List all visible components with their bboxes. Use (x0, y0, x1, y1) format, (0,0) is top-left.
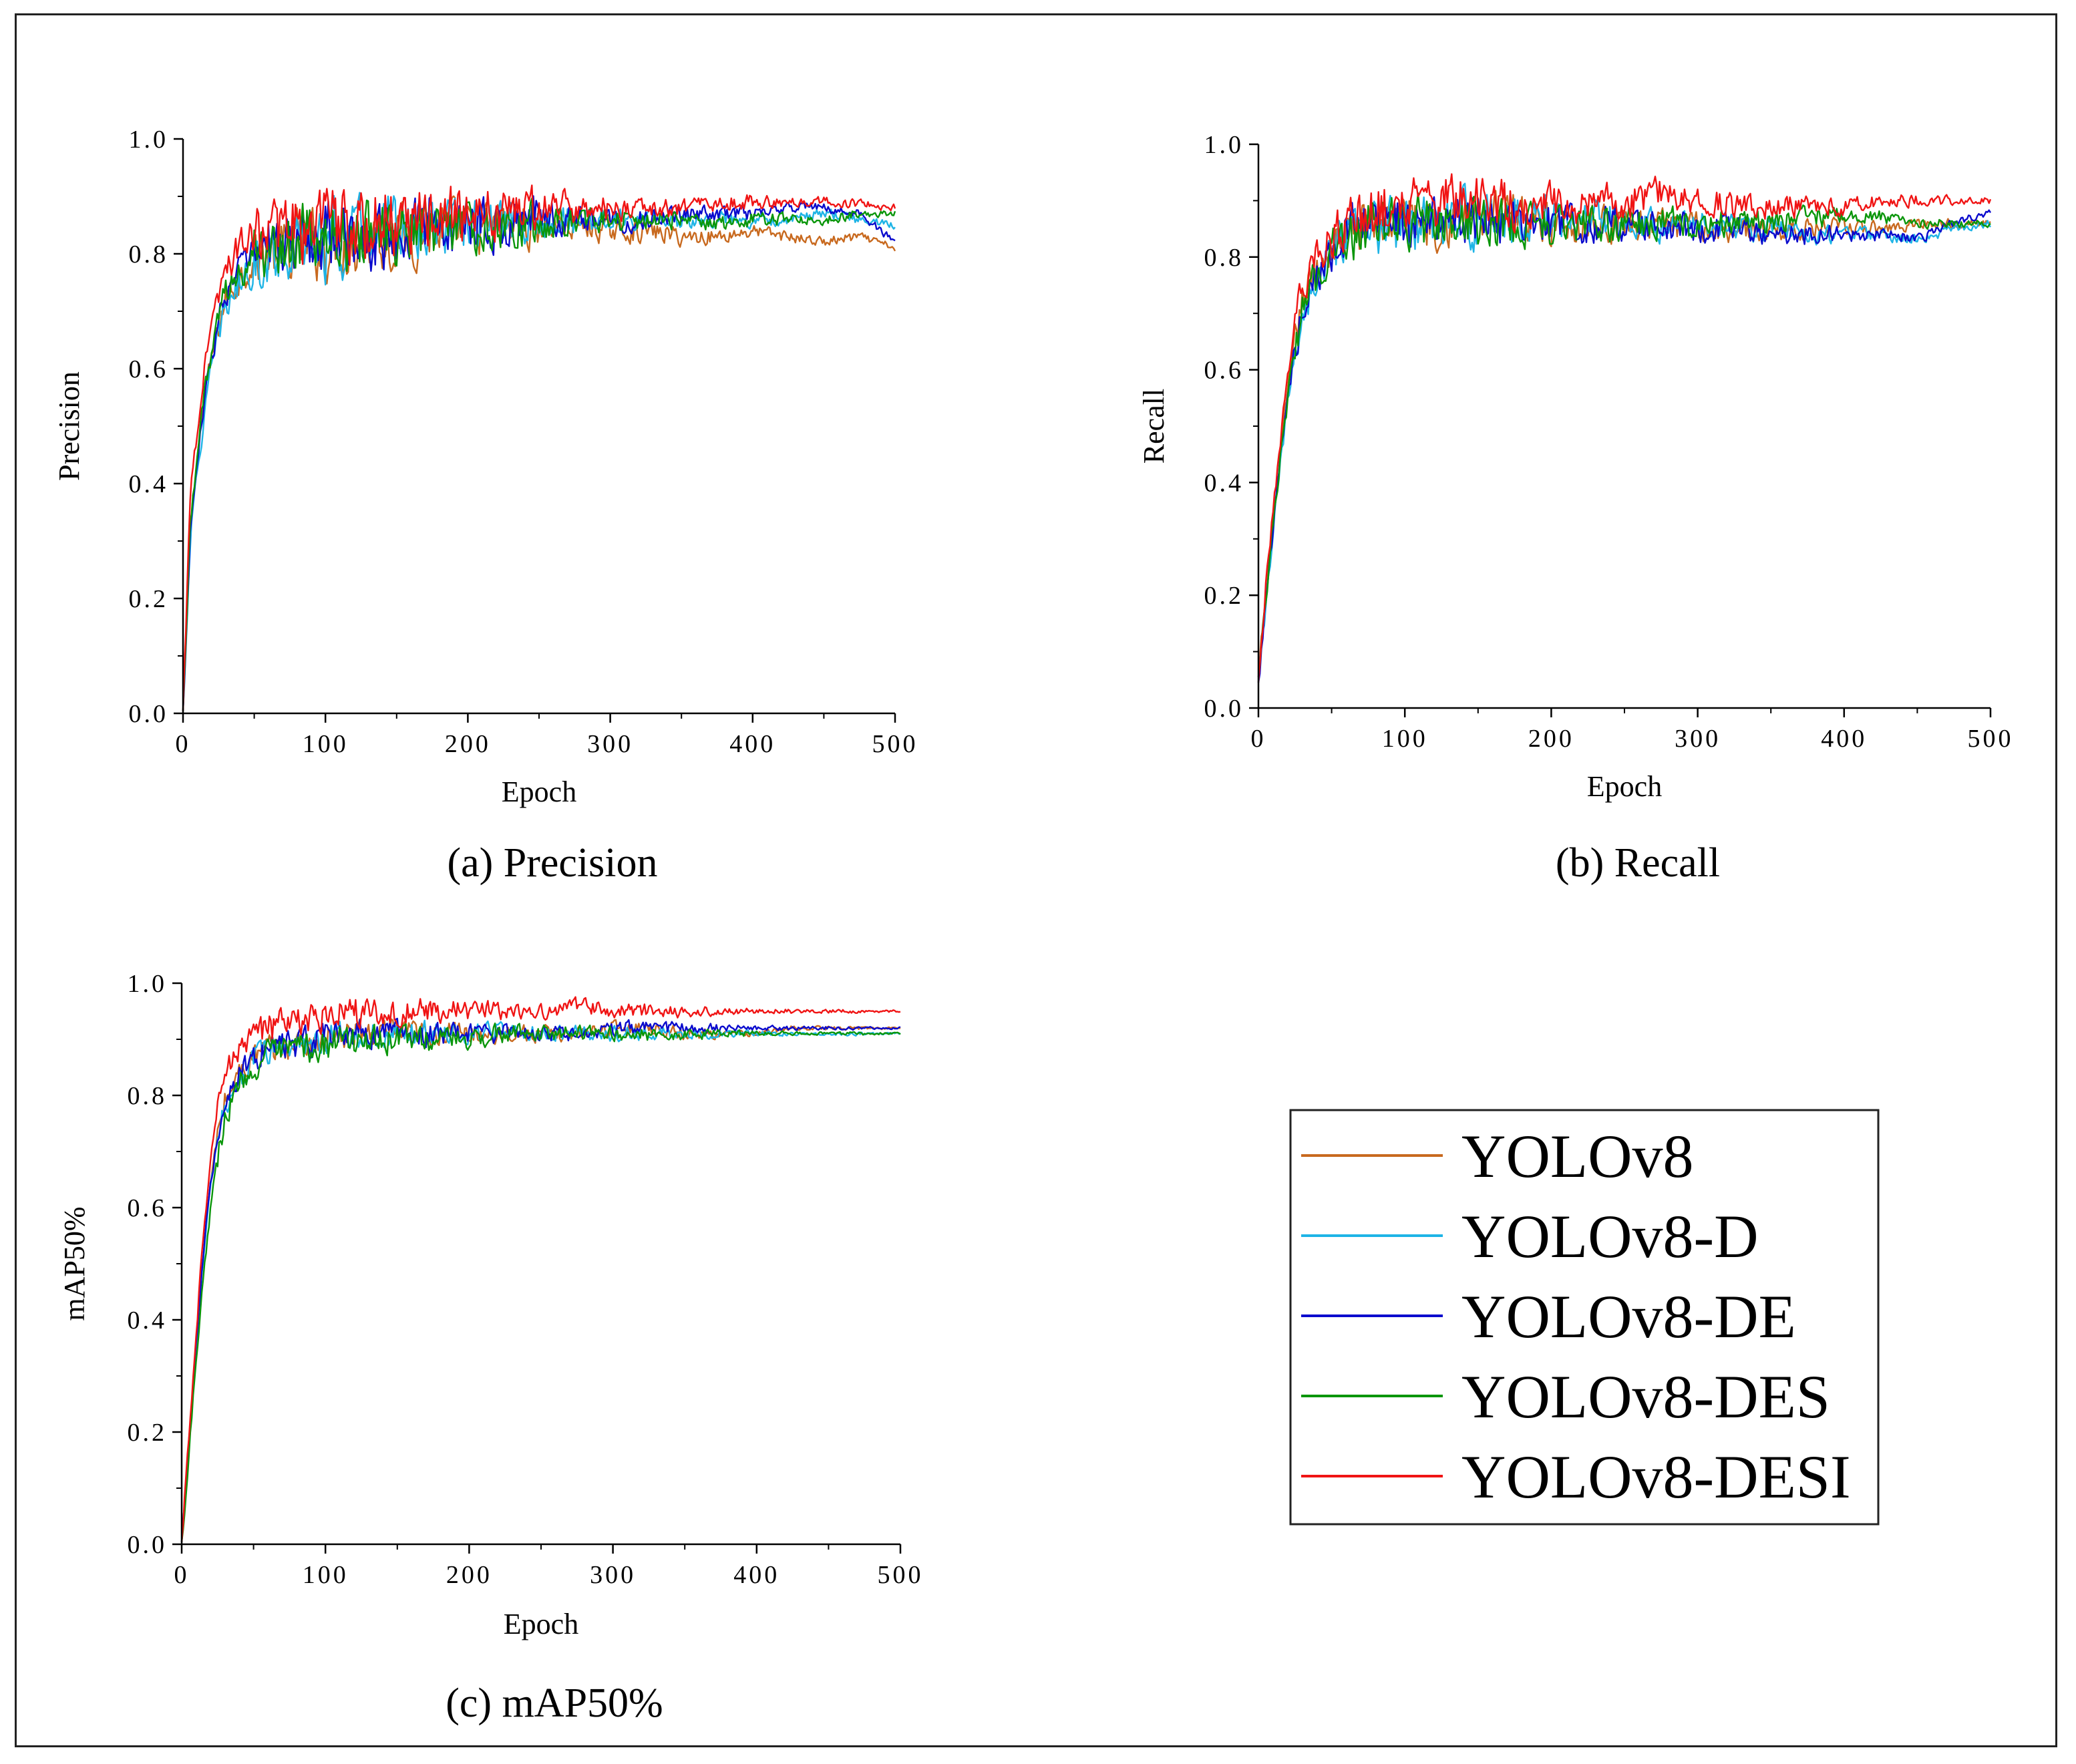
recall-y-tick-label: 0.2 (1204, 582, 1244, 610)
precision-x-tick-label: 400 (729, 730, 775, 758)
map50-series-yolov8-des (180, 1022, 901, 1542)
precision-x-tick-label: 300 (587, 730, 633, 758)
recall-y-tick-label: 0.8 (1204, 244, 1244, 272)
precision-panel: 0.0 0.2 0.4 0.6 0.8 1.0 0 100 200 300 400 500 Epoch P… (53, 126, 918, 886)
map50-y-tick-label: 0.2 (128, 1419, 168, 1447)
map50-series-yolov8 (180, 1018, 901, 1542)
recall-y-tick-label: 1.0 (1204, 131, 1244, 159)
map50-x-tick-label: 100 (303, 1561, 349, 1589)
map50-series-yolov8-desi (180, 996, 901, 1542)
map50-y-tick-label: 0.4 (128, 1306, 168, 1335)
legend-label-yolov8-de: YOLOv8-DE (1461, 1282, 1796, 1351)
recall-x-tick-label: 200 (1528, 725, 1574, 753)
recall-y-tick-label: 0.4 (1204, 469, 1244, 497)
map50-x-tick-label: 200 (446, 1561, 492, 1589)
map50-y-tick-label: 0.6 (128, 1194, 168, 1222)
map50-y-axis-label: mAP50% (58, 1206, 91, 1320)
map50-x-tick-label: 400 (733, 1561, 780, 1589)
precision-y-tick-label: 0.0 (129, 700, 169, 728)
legend: YOLOv8 YOLOv8-D YOLOv8-DE YOLOv8-DES YOL… (1289, 1109, 1880, 1526)
precision-y-tick-label: 0.8 (129, 240, 169, 269)
precision-x-tick-label: 0 (176, 730, 191, 758)
precision-x-tick-label: 100 (303, 730, 349, 758)
legend-label-yolov8: YOLOv8 (1461, 1122, 1694, 1190)
legend-label-yolov8-des: YOLOv8-DES (1461, 1363, 1830, 1431)
recall-y-tick-label: 0.0 (1204, 695, 1244, 723)
map50-x-tick-label: 300 (590, 1561, 636, 1589)
map50-x-tick-label: 500 (878, 1561, 924, 1589)
recall-y-axis-label: Recall (1138, 389, 1170, 464)
recall-series-yolov8-des (1257, 192, 1991, 677)
recall-x-axis-label: Epoch (1587, 770, 1662, 803)
precision-x-tick-label: 200 (445, 730, 491, 758)
map50-panel: 0.0 0.2 0.4 0.6 0.8 1.0 0 100 200 300 400 500 Epoch m… (58, 970, 924, 1726)
recall-x-tick-label: 0 (1251, 725, 1266, 753)
precision-y-tick-label: 0.4 (129, 470, 169, 498)
precision-series-yolov8-desi (182, 184, 896, 711)
recall-y-tick-label: 0.6 (1204, 357, 1244, 385)
recall-x-tick-label: 100 (1382, 725, 1428, 753)
recall-series-yolov8 (1257, 190, 1991, 677)
recall-caption: (b) Recall (1556, 840, 1720, 886)
precision-caption: (a) Precision (447, 840, 657, 886)
map50-x-axis-label: Epoch (504, 1608, 578, 1640)
recall-panel: 0.0 0.2 0.4 0.6 0.8 1.0 0 100 200 300 400 500 Epoch R… (1138, 131, 2014, 886)
map50-series-yolov8-d (180, 1019, 901, 1542)
recall-series-yolov8-de (1257, 196, 1992, 683)
map50-x-tick-label: 0 (174, 1561, 190, 1589)
precision-series-yolov8-des (182, 196, 896, 711)
precision-series-yolov8-d (182, 192, 896, 711)
recall-series-yolov8-d (1257, 182, 1991, 683)
recall-x-tick-label: 400 (1821, 725, 1867, 753)
precision-y-tick-label: 0.2 (129, 585, 169, 613)
precision-x-tick-label: 500 (872, 730, 918, 758)
precision-y-tick-label: 0.6 (129, 355, 169, 383)
recall-x-tick-label: 500 (1968, 725, 2014, 753)
map50-y-tick-label: 0.8 (128, 1082, 168, 1110)
precision-y-tick-label: 1.0 (129, 126, 169, 154)
recall-series-yolov8-desi (1257, 173, 1992, 683)
legend-label-yolov8-d: YOLOv8-D (1461, 1202, 1759, 1270)
map50-series-yolov8-de (180, 1017, 901, 1542)
precision-y-axis-label: Precision (53, 371, 85, 481)
map50-y-tick-label: 1.0 (128, 970, 168, 998)
map50-caption: (c) mAP50% (446, 1681, 663, 1726)
map50-y-tick-label: 0.0 (128, 1531, 168, 1559)
recall-x-tick-label: 300 (1675, 725, 1721, 753)
legend-label-yolov8-desi: YOLOv8-DESI (1461, 1443, 1851, 1511)
precision-x-axis-label: Epoch (502, 775, 576, 808)
